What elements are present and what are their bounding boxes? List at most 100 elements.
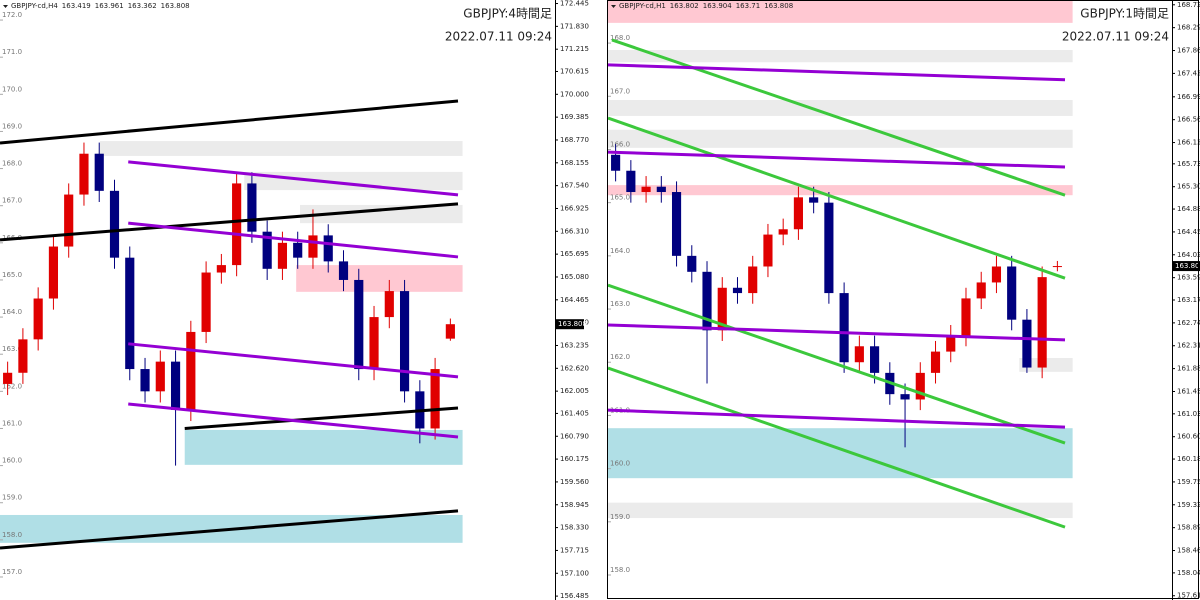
y-tick-label: 158.330 xyxy=(560,524,589,532)
candle-body xyxy=(656,186,666,193)
candle-body xyxy=(354,279,364,370)
trend-line xyxy=(608,63,1066,82)
y-tick-label: 158.040 xyxy=(1177,569,1200,577)
candle-body xyxy=(915,372,925,400)
zone xyxy=(608,185,1073,196)
candle-body xyxy=(216,265,226,273)
candle-body xyxy=(445,324,455,339)
candle-body xyxy=(125,257,135,370)
y-tick-label: 163.590 xyxy=(1177,274,1200,282)
zone xyxy=(608,50,1073,63)
candle-body xyxy=(611,154,621,171)
inner-tick-label: 165.0 xyxy=(2,271,22,279)
y-tick-label: 172.445 xyxy=(560,0,589,8)
y-tick-label: 171.215 xyxy=(560,45,589,53)
inner-tick-label: 162.0 xyxy=(610,353,630,361)
inner-tick-label: 166.0 xyxy=(610,140,630,148)
candle-body xyxy=(671,192,682,256)
header-value: GBPJPY-cd,H1 xyxy=(619,2,666,10)
candle-body xyxy=(854,346,864,363)
header-value: 163.808 xyxy=(764,2,793,10)
y-tick-label: 160.600 xyxy=(1177,433,1200,441)
inner-tick-label: 160.0 xyxy=(610,460,630,468)
candle-body xyxy=(48,246,59,299)
trend-line xyxy=(0,202,459,242)
y-tick-label: 160.790 xyxy=(560,432,589,440)
candle-body xyxy=(308,235,318,258)
candle-body xyxy=(748,266,758,294)
candle-body xyxy=(79,153,89,195)
candle-body xyxy=(201,272,211,332)
candle-body xyxy=(262,231,272,269)
overlay: 172.445 171.830 171.215 170.615 170.000 169.3… xyxy=(3,0,1200,600)
inner-tick-label: 164.0 xyxy=(610,247,630,255)
y-tick-label: 164.450 xyxy=(1177,228,1200,236)
candle-body xyxy=(930,351,941,373)
trend-line xyxy=(128,402,459,439)
header-value: 163.808 xyxy=(161,2,190,10)
candle-body xyxy=(793,197,803,230)
candle-body xyxy=(293,242,303,258)
y-tick-label: 160.175 xyxy=(560,455,589,463)
header-value: 163.419 xyxy=(62,2,91,10)
candle-body xyxy=(140,369,150,392)
y-tick-label: 161.450 xyxy=(1177,387,1200,395)
candle-body xyxy=(3,372,13,384)
candle-body xyxy=(839,293,849,363)
inner-tick-label: 164.0 xyxy=(2,308,22,316)
y-tick-label: 159.320 xyxy=(1177,501,1200,509)
y-tick-label: 164.020 xyxy=(1177,251,1200,259)
trend-line xyxy=(611,38,1066,197)
y-tick-label: 168.720 xyxy=(1177,1,1200,9)
zone xyxy=(184,429,463,465)
inner-tick-label: 160.0 xyxy=(2,457,22,465)
y-tick-label: 157.610 xyxy=(1177,592,1200,600)
trend-line xyxy=(608,323,1066,342)
y-tick-label: 158.945 xyxy=(560,501,589,509)
candle-body xyxy=(717,287,727,331)
inner-tick-label: 171.0 xyxy=(2,48,22,56)
candle-body xyxy=(155,361,165,392)
y-tick-label: 157.715 xyxy=(560,546,589,554)
candle-body xyxy=(232,183,242,266)
header-value: 163.904 xyxy=(703,2,732,10)
y-tick-label: 161.880 xyxy=(1177,365,1200,373)
inner-tick-label: 159.0 xyxy=(2,494,22,502)
candle-body xyxy=(186,331,196,410)
price-tag-label: 163.808 xyxy=(1175,262,1200,270)
candle-body xyxy=(976,282,986,299)
zone xyxy=(608,428,1073,479)
header: GBPJPY-cd,H1 163.802 163.904 163.71 163.808 xyxy=(619,2,793,10)
candle-body xyxy=(277,242,288,269)
y-tick-label: 166.925 xyxy=(560,204,589,212)
inner-tick-label: 162.0 xyxy=(2,382,22,390)
header-value: 163.802 xyxy=(670,2,699,10)
header-arrow xyxy=(3,5,8,8)
chart-subtitle: 2022.07.11 09:24 xyxy=(445,30,552,44)
candle-body xyxy=(323,235,333,262)
trend-line xyxy=(128,342,459,379)
candle-body xyxy=(33,298,43,340)
y-tick-label: 171.830 xyxy=(560,22,589,30)
y-tick-label: 162.620 xyxy=(560,364,589,372)
inner-tick-label: 158.0 xyxy=(2,531,22,539)
candle-body xyxy=(946,335,956,352)
y-tick-label: 162.005 xyxy=(560,387,589,395)
candle-body xyxy=(702,271,712,331)
candle-body xyxy=(64,194,74,247)
y-tick-label: 168.290 xyxy=(1177,24,1200,32)
candle-body xyxy=(384,291,394,318)
y-tick-label: 163.235 xyxy=(560,341,589,349)
y-tick-label: 170.000 xyxy=(560,90,589,98)
y-tick-label: 156.485 xyxy=(560,592,589,600)
y-tick-label: 167.860 xyxy=(1177,47,1200,55)
y-tick-label: 159.750 xyxy=(1177,478,1200,486)
candle-body xyxy=(687,255,697,272)
candle-body xyxy=(399,291,410,392)
candle-body xyxy=(809,197,819,203)
candle-body xyxy=(18,339,28,373)
candle-body xyxy=(763,234,773,267)
price-tag xyxy=(556,319,584,330)
inner-tick-label: 161.0 xyxy=(2,419,22,427)
trend-line xyxy=(0,509,459,550)
